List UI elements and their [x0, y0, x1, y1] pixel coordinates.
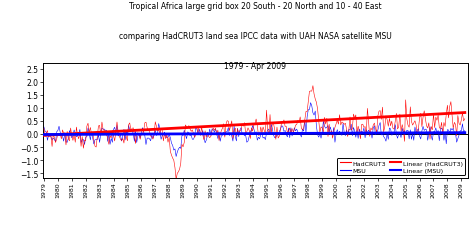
Text: Tropical Africa large grid box 20 South - 20 North and 10 - 40 East: Tropical Africa large grid box 20 South …: [129, 2, 382, 11]
Text: 1979 - Apr 2009: 1979 - Apr 2009: [224, 62, 287, 71]
Legend: HadCRUT3, MSU, Linear (HadCRUT3), Linear (MSU): HadCRUT3, MSU, Linear (HadCRUT3), Linear…: [337, 158, 465, 175]
Text: comparing HadCRUT3 land sea IPCC data with UAH NASA satellite MSU: comparing HadCRUT3 land sea IPCC data wi…: [119, 32, 392, 41]
